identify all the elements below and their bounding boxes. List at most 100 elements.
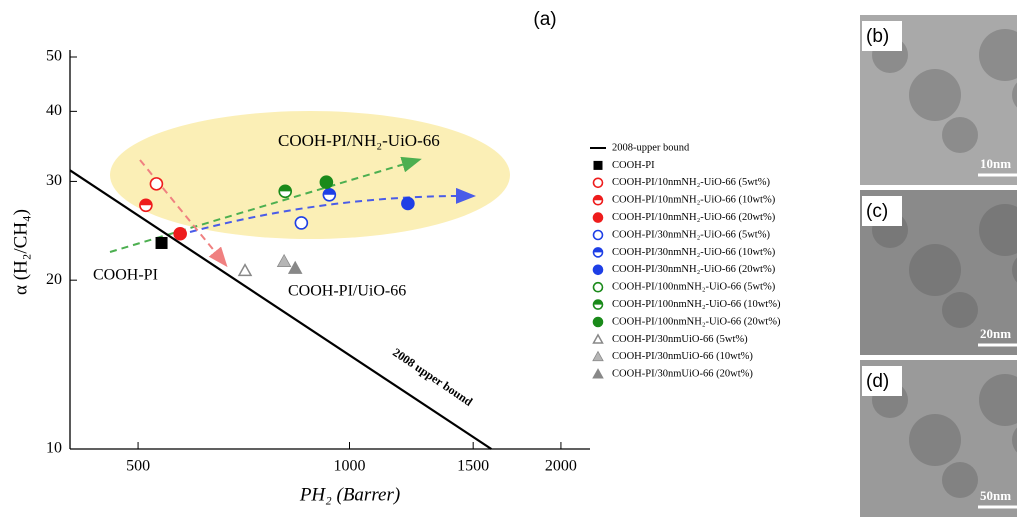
marker (592, 350, 604, 362)
x-tick-label: 1000 (333, 458, 365, 475)
scale-bar-label: 20nm (980, 326, 1011, 341)
marker-shape (278, 255, 291, 267)
particle (979, 204, 1017, 256)
marker (592, 281, 604, 293)
marker-shape (279, 185, 292, 192)
marker-shape (149, 177, 164, 191)
marker (592, 299, 604, 310)
particle (1012, 82, 1017, 108)
marker (592, 264, 604, 276)
legend-label: COOH-PI/100nmNH₂-UiO-66 (20wt%) (612, 316, 781, 327)
marker (287, 260, 303, 274)
marker-shape (592, 264, 604, 276)
marker (278, 184, 293, 199)
x-axis-label: PH₂ (Barrer) (299, 484, 400, 505)
annotation: 2008 upper bound (390, 345, 475, 409)
x-tick-label: 500 (126, 458, 150, 475)
marker (149, 177, 164, 191)
legend-label: COOH-PI/10nmNH₂-UiO-66 (10wt%) (612, 195, 776, 206)
marker-shape (155, 236, 168, 249)
particle (942, 117, 978, 153)
marker-shape (593, 195, 603, 201)
particle (942, 292, 978, 328)
label-box (862, 21, 902, 51)
marker (592, 229, 604, 241)
particle (1012, 257, 1017, 283)
marker (592, 212, 604, 223)
annotation: COOH-PI (93, 267, 158, 284)
particle (942, 462, 978, 498)
legend-label: COOH-PI (612, 160, 655, 171)
annotation: COOH-PI/UiO-66 (288, 283, 406, 300)
marker-shape (319, 175, 334, 190)
particle (909, 244, 961, 296)
panel-label: (c) (866, 201, 888, 222)
marker-shape (592, 212, 604, 223)
trend-arrow (189, 187, 476, 233)
marker (237, 263, 253, 277)
image-panels: (b) 10nm (c) 20nm (d) 50nm (860, 15, 1017, 517)
x-tick-label: 2000 (545, 458, 577, 475)
legend-label: COOH-PI/10nmNH₂-UiO-66 (20wt%) (612, 212, 776, 223)
marker (322, 187, 337, 202)
particle (909, 414, 961, 466)
legend-label: COOH-PI/30nmNH₂-UiO-66 (20wt%) (612, 264, 776, 275)
marker-shape (593, 300, 603, 305)
particle (979, 29, 1017, 81)
label-box (862, 196, 902, 226)
marker-shape (592, 229, 604, 241)
marker-shape (237, 263, 253, 277)
upper-bound-line (69, 169, 492, 450)
marker (276, 253, 292, 267)
legend-label: COOH-PI/100nmNH₂-UiO-66 (10wt%) (612, 299, 781, 310)
marker (592, 316, 604, 328)
legend-label: COOH-PI/10nmNH₂-UiO-66 (5wt%) (612, 177, 770, 188)
legend-label: COOH-PI/30nmNH₂-UiO-66 (10wt%) (612, 247, 776, 258)
legend-label: 2008-upper bound (612, 142, 690, 153)
marker-shape (592, 368, 604, 379)
legend-label: COOH-PI/30nmUiO-66 (20wt%) (612, 369, 753, 380)
legend-label: COOH-PI/30nmUiO-66 (10wt%) (612, 351, 753, 362)
particle (979, 374, 1017, 426)
marker (592, 194, 604, 206)
marker-shape (592, 281, 604, 293)
marker-shape (593, 160, 603, 170)
scale-bar-label: 50nm (980, 488, 1011, 503)
y-tick-label: 10 (46, 440, 62, 457)
marker (294, 216, 309, 230)
marker (592, 333, 604, 344)
marker-shape (592, 333, 604, 344)
marker (401, 196, 415, 211)
y-tick-label: 30 (46, 172, 62, 189)
marker (592, 177, 604, 189)
y-tick-label: 50 (46, 48, 62, 65)
marker-shape (323, 188, 336, 195)
label-box (862, 366, 902, 396)
marker-shape (593, 352, 603, 361)
y-tick-label: 20 (46, 271, 62, 288)
marker-shape (592, 316, 604, 328)
trend-arrow (109, 156, 422, 253)
scale-bar-label: 10nm (980, 156, 1011, 171)
panel-label: (a) (533, 9, 556, 30)
plot-area (69, 169, 492, 450)
x-tick-label: 1500 (457, 458, 489, 475)
legend-label: COOH-PI/30nmUiO-66 (5wt%) (612, 334, 748, 345)
panel-label: (b) (866, 26, 889, 47)
marker (592, 247, 604, 258)
marker (593, 160, 603, 170)
panel-label: (d) (866, 371, 889, 392)
marker (139, 198, 153, 213)
annotation: COOH-PI/NH₂-UiO-66 (278, 131, 440, 150)
marker (173, 226, 187, 241)
marker-shape (287, 260, 303, 274)
marker (592, 368, 604, 379)
legend-label: COOH-PI/30nmNH₂-UiO-66 (5wt%) (612, 229, 770, 240)
trend-arrow (139, 159, 228, 268)
marker-shape (592, 177, 604, 189)
marker-shape (294, 216, 309, 230)
legend-label: COOH-PI/100nmNH₂-UiO-66 (5wt%) (612, 282, 776, 293)
marker (319, 175, 334, 190)
y-axis-label: α (H₂/CH₄) (10, 209, 31, 295)
